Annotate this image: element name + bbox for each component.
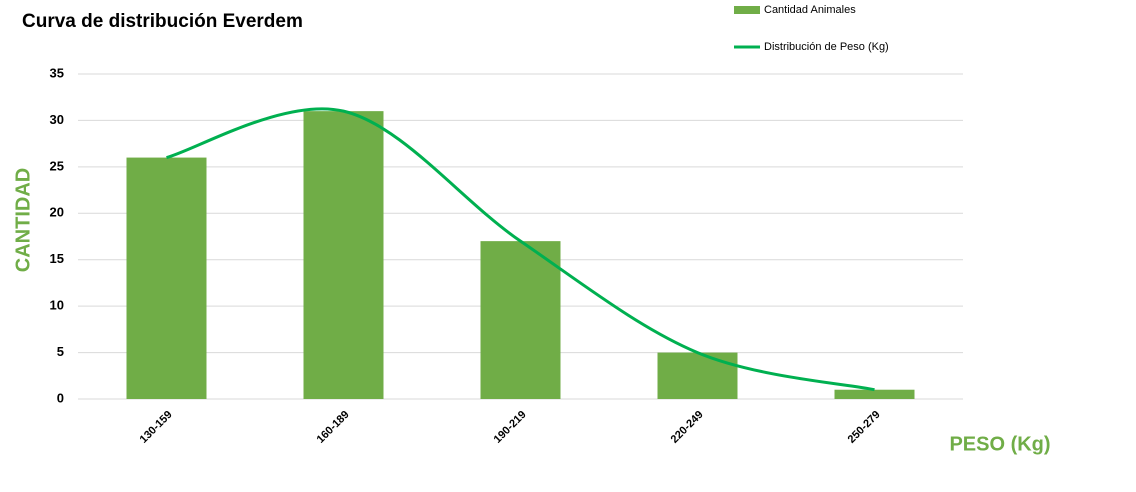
x-tick-label: 190-219 <box>492 409 529 446</box>
bar <box>126 157 207 399</box>
bar <box>480 241 561 399</box>
legend-swatch <box>734 6 760 14</box>
y-axis-label: CANTIDAD <box>12 168 34 272</box>
y-tick-label: 25 <box>50 158 64 173</box>
y-tick-label: 15 <box>50 251 64 266</box>
bar <box>834 389 915 399</box>
legend-label: Cantidad Animales <box>764 4 856 16</box>
line <box>166 107 875 392</box>
x-axis-label: PESO (Kg) <box>949 433 1050 455</box>
y-tick-label: 30 <box>50 112 64 127</box>
bar <box>657 352 738 399</box>
chart-title: Curva de distribución Everdem <box>22 11 303 32</box>
x-tick-label: 130-159 <box>138 409 175 446</box>
y-tick-label: 5 <box>57 344 64 359</box>
y-tick-label: 0 <box>57 390 64 405</box>
y-tick-label: 35 <box>50 65 64 80</box>
bar <box>303 111 384 400</box>
x-tick-label: 250-279 <box>846 409 883 446</box>
y-tick-label: 10 <box>50 298 64 313</box>
y-tick-label: 20 <box>50 205 64 220</box>
x-tick-label: 220-249 <box>669 409 706 446</box>
x-tick-label: 160-189 <box>315 409 352 446</box>
legend-label: Distribución de Peso (Kg) <box>764 41 889 53</box>
